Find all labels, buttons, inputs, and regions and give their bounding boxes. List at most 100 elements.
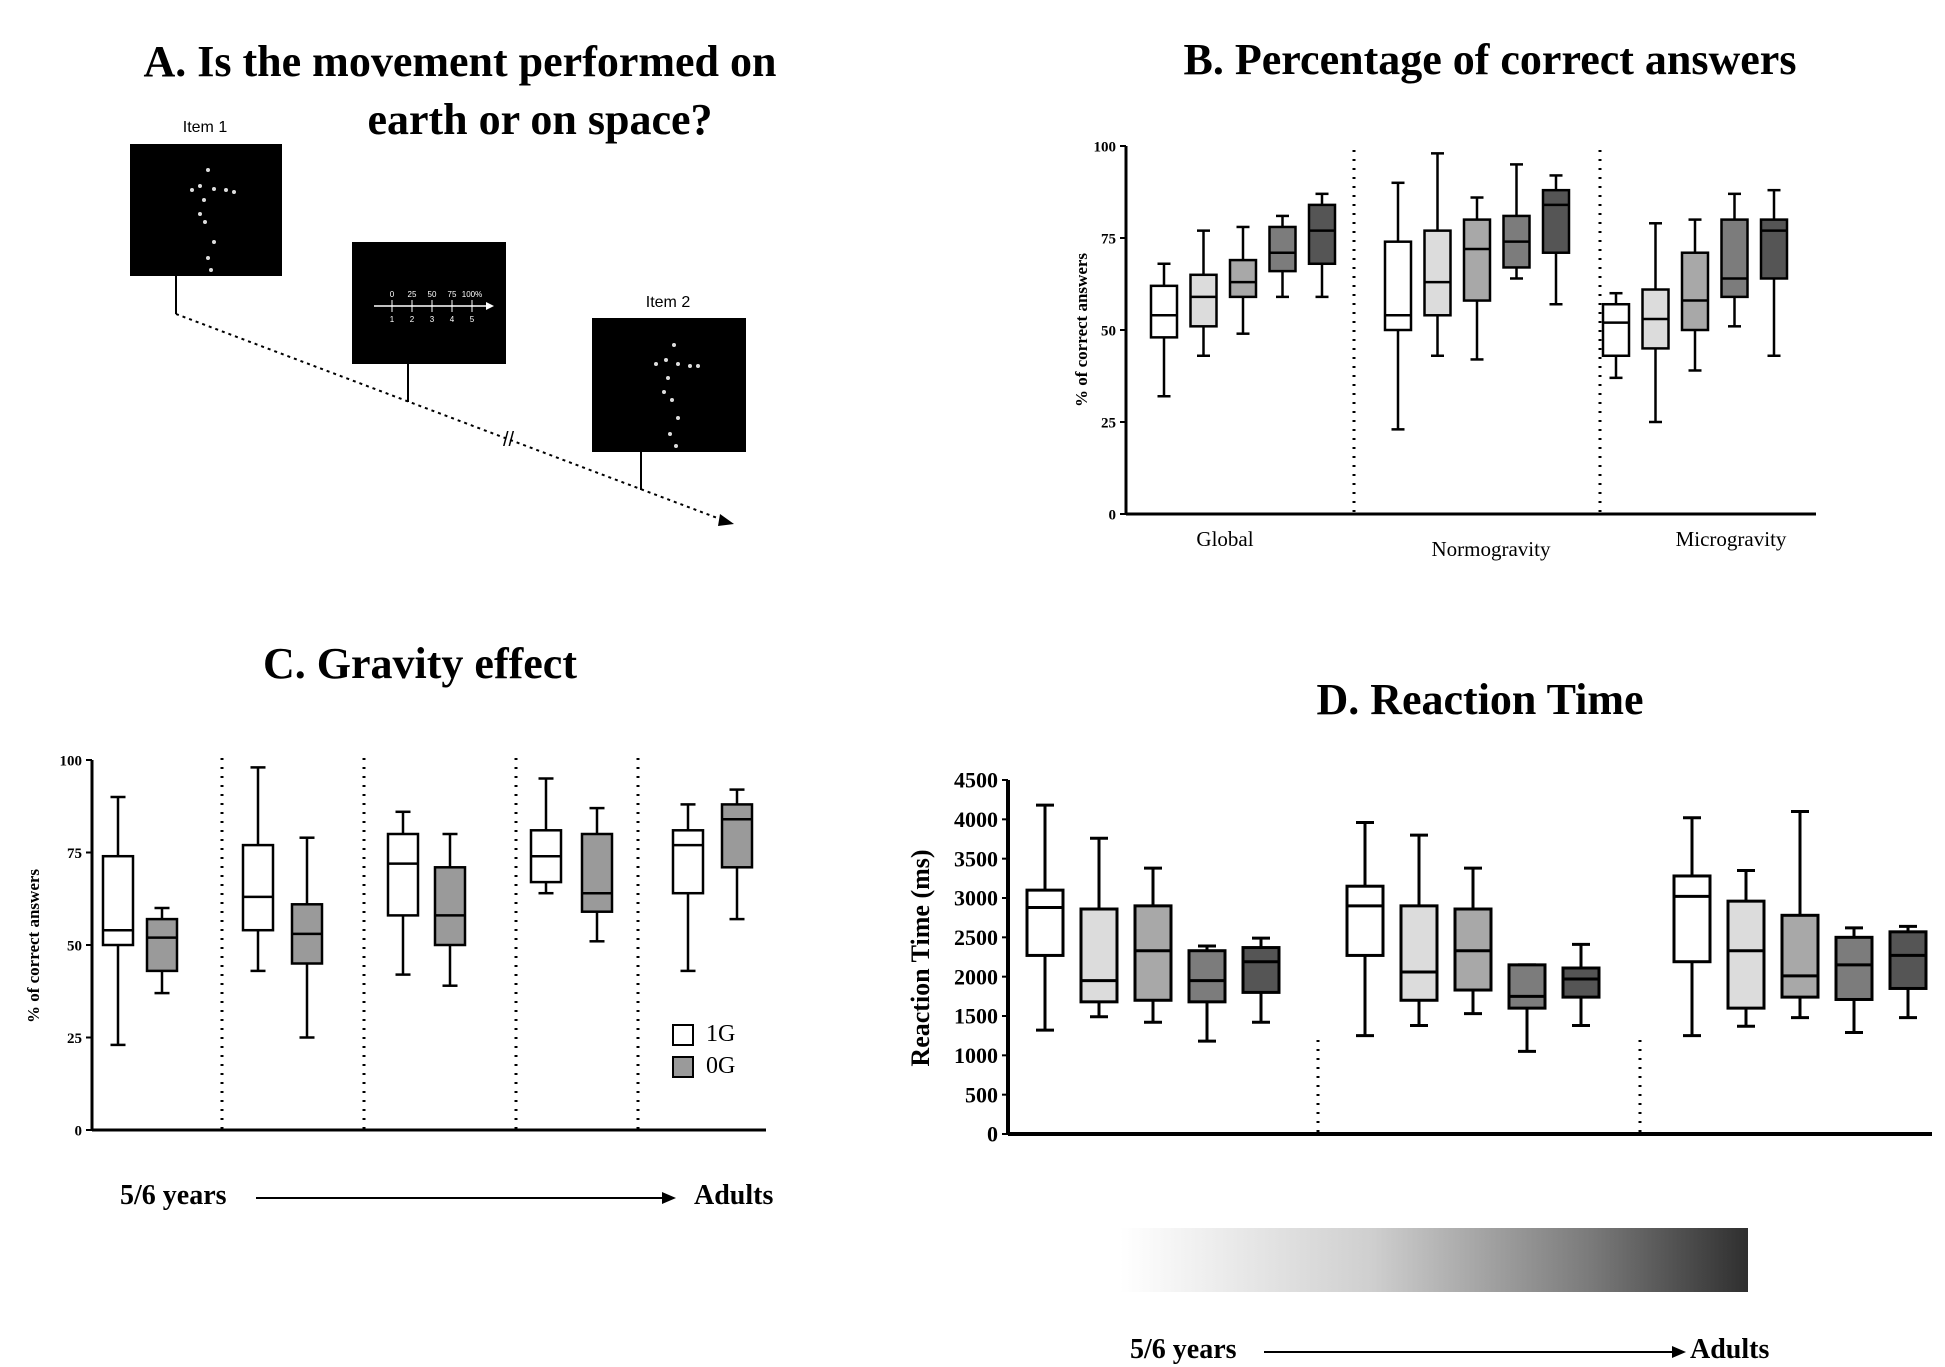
scale-bottom-3: 4 xyxy=(450,315,455,324)
chart-b-box-0-2 xyxy=(1228,225,1258,335)
c-age-start: 5/6 years xyxy=(120,1180,227,1211)
item1-screen xyxy=(130,144,282,276)
chart-c-box-2-1-box xyxy=(433,866,467,947)
scale-bottom-2: 3 xyxy=(430,315,435,324)
chart-d-box-0-2 xyxy=(1133,866,1173,1024)
chart-d-ytick-label: 3500 xyxy=(954,846,998,871)
chart-b-box-1-2-box xyxy=(1462,218,1492,302)
chart-d-box-2-1 xyxy=(1726,868,1766,1028)
chart-c-ytick-label: 25 xyxy=(67,1031,82,1047)
panel-a-title-line1: A. Is the movement performed on xyxy=(143,37,777,86)
scale-top-1: 25 xyxy=(408,290,417,299)
chart-b-ytick-label: 0 xyxy=(1109,507,1117,523)
chart-c-box-4-0-box xyxy=(671,829,705,895)
chart-d-box-2-3 xyxy=(1834,926,1874,1035)
age-gradient-bar xyxy=(1120,1228,1748,1292)
chart-d-box-1-1 xyxy=(1399,833,1439,1027)
chart-c-box-2-1 xyxy=(433,832,467,987)
chart-b-box-1-0 xyxy=(1383,181,1413,431)
chart-d-ytick-label: 4000 xyxy=(954,807,998,832)
item1-point-light-figure xyxy=(190,168,236,272)
chart-c-box-4-1-box xyxy=(720,803,754,869)
chart-d-box-1-2 xyxy=(1453,866,1493,1016)
chart-c-box-4-1 xyxy=(720,788,754,921)
chart-b-box-0-4 xyxy=(1307,192,1337,299)
scale-top-4: 100% xyxy=(462,290,482,299)
chart-c-box-3-0 xyxy=(529,777,563,895)
chart-b-box-2-0 xyxy=(1601,291,1631,380)
chart-c-ytick-label: 50 xyxy=(67,938,82,954)
chart-c-ytick-label: 0 xyxy=(75,1123,83,1139)
chart-c-box-0-0 xyxy=(101,795,135,1047)
chart-d-box-0-3-box xyxy=(1187,949,1227,1004)
chart-b-box-2-2-box xyxy=(1680,251,1710,332)
chart-b-category-label: Microgravity xyxy=(1676,527,1787,551)
chart-b-category-label: Global xyxy=(1196,527,1253,551)
response-scale-screen xyxy=(352,242,506,364)
chart-d-box-2-2-box xyxy=(1780,913,1820,999)
chart-b-box-1-3 xyxy=(1502,163,1531,280)
chart-b-box-2-2 xyxy=(1680,218,1710,372)
chart-b-box-2-3 xyxy=(1720,192,1749,328)
chart-c-box-0-0-box xyxy=(101,854,135,947)
chart-c-ytick-label: 100 xyxy=(60,753,83,769)
chart-b-box-2-1-box xyxy=(1641,288,1670,350)
chart-b-box-2-4-box xyxy=(1759,218,1789,280)
chart-b-category-label: Normogravity xyxy=(1432,537,1551,561)
scale-bottom-4: 5 xyxy=(470,315,475,324)
chart-d-box-1-1-box xyxy=(1399,904,1439,1002)
panel-b-title: B. Percentage of correct answers xyxy=(1183,35,1797,84)
timeline-arrow xyxy=(175,313,729,523)
chart-d-ytick-label: 1000 xyxy=(954,1043,998,1068)
panel-c-title: C. Gravity effect xyxy=(263,639,577,688)
panel-a-title: A. Is the movement performed on xyxy=(80,32,840,92)
item2-screen xyxy=(592,318,746,452)
chart-b-box-1-4-box xyxy=(1541,188,1571,254)
chart-c-box-3-1-box xyxy=(580,832,614,913)
chart-c-box-1-0-box xyxy=(241,843,275,932)
chart-b-ytick-label: 25 xyxy=(1101,415,1116,431)
chart-d-box-1-4-box xyxy=(1561,966,1601,999)
chart-b-box-0-3 xyxy=(1268,214,1297,299)
chart-d-box-0-2-box xyxy=(1133,904,1173,1002)
chart-d-box-1-2-box xyxy=(1453,907,1493,992)
scale-bottom-1: 2 xyxy=(410,315,415,324)
chart-b-ytick-label: 50 xyxy=(1101,323,1116,339)
chart-b-box-0-0 xyxy=(1149,262,1179,398)
chart-b-box-1-4 xyxy=(1541,174,1571,306)
chart-d-box-0-4-box xyxy=(1241,946,1281,994)
panel-a-title-line2: earth or on space? xyxy=(367,95,713,144)
chart-d-box-1-3 xyxy=(1507,963,1547,1053)
chart-d-box-2-4 xyxy=(1888,924,1928,1020)
chart-d-box-2-0 xyxy=(1672,816,1712,1038)
chart-d-box-1-3-box xyxy=(1507,963,1547,1010)
chart-d-ytick-label: 2500 xyxy=(954,925,998,950)
chart-b-box-1-0-box xyxy=(1383,240,1413,332)
chart-b-ytick-label: 75 xyxy=(1101,231,1116,247)
chart-d-box-1-0-box xyxy=(1345,884,1385,957)
chart-d-box-0-1 xyxy=(1079,836,1119,1019)
chart-b-box-0-1 xyxy=(1189,229,1218,358)
chart-b-ylabel: % of correct answers xyxy=(1072,252,1091,408)
c-age-end: Adults xyxy=(694,1180,774,1211)
scale-ticks xyxy=(391,300,473,312)
chart-d-box-1-4 xyxy=(1561,942,1601,1027)
chart-d-box-0-3 xyxy=(1187,944,1227,1043)
chart-d-ytick-label: 2000 xyxy=(954,964,998,989)
chart-c-box-3-0-box xyxy=(529,829,563,884)
scale-top-0: 0 xyxy=(390,290,395,299)
chart-b-box-0-2-box xyxy=(1228,258,1258,299)
chart-b-box-0-3-box xyxy=(1268,225,1297,273)
chart-d-ytick-label: 4500 xyxy=(954,768,998,793)
chart-d-ytick-label: 0 xyxy=(987,1122,998,1147)
chart-d-box-0-4 xyxy=(1241,936,1281,1024)
chart-d-ylabel: Reaction Time (ms) xyxy=(906,849,935,1067)
chart-d-box-1-0 xyxy=(1345,820,1385,1038)
legend-1g: 1G xyxy=(672,1021,735,1048)
chart-c-box-1-0 xyxy=(241,766,275,973)
chart-b-box-2-4 xyxy=(1759,188,1789,358)
chart-b-ytick-label: 100 xyxy=(1094,139,1117,155)
legend-0g-swatch xyxy=(672,1055,694,1078)
chart-c-box-1-1 xyxy=(290,836,324,1039)
d-age-end: Adults xyxy=(1690,1334,1770,1365)
